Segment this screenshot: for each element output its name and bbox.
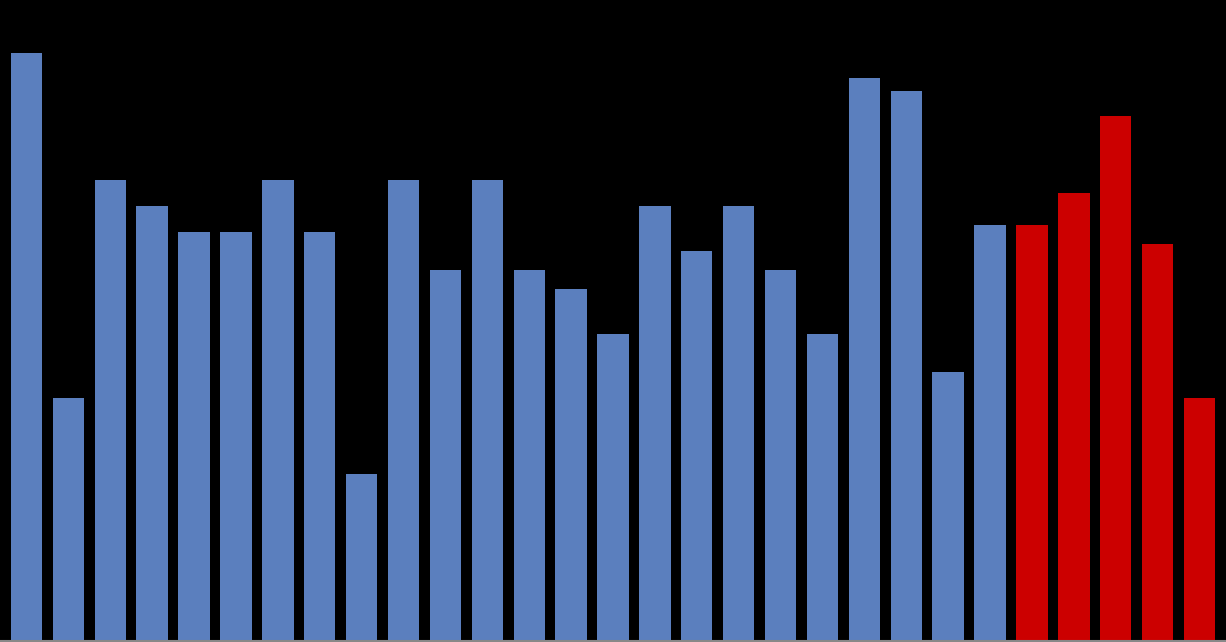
Bar [1016,225,1048,641]
Bar [430,270,461,641]
Bar [682,250,712,641]
Bar [807,334,839,641]
Bar [639,206,671,641]
Bar [1141,245,1173,641]
Bar [304,232,336,641]
Bar [262,180,293,641]
Bar [555,289,587,641]
Bar [765,270,796,641]
Bar [890,91,922,641]
Bar [11,53,42,641]
Bar [597,334,629,641]
Bar [1058,193,1090,641]
Bar [975,225,1005,641]
Bar [472,180,503,641]
Bar [346,474,378,641]
Bar [53,397,85,641]
Bar [848,78,880,641]
Bar [178,232,210,641]
Bar [514,270,544,641]
Bar [723,206,754,641]
Bar [1184,397,1215,641]
Bar [387,180,419,641]
Bar [221,232,251,641]
Bar [94,180,126,641]
Bar [1100,116,1132,641]
Bar [136,206,168,641]
Bar [933,372,964,641]
